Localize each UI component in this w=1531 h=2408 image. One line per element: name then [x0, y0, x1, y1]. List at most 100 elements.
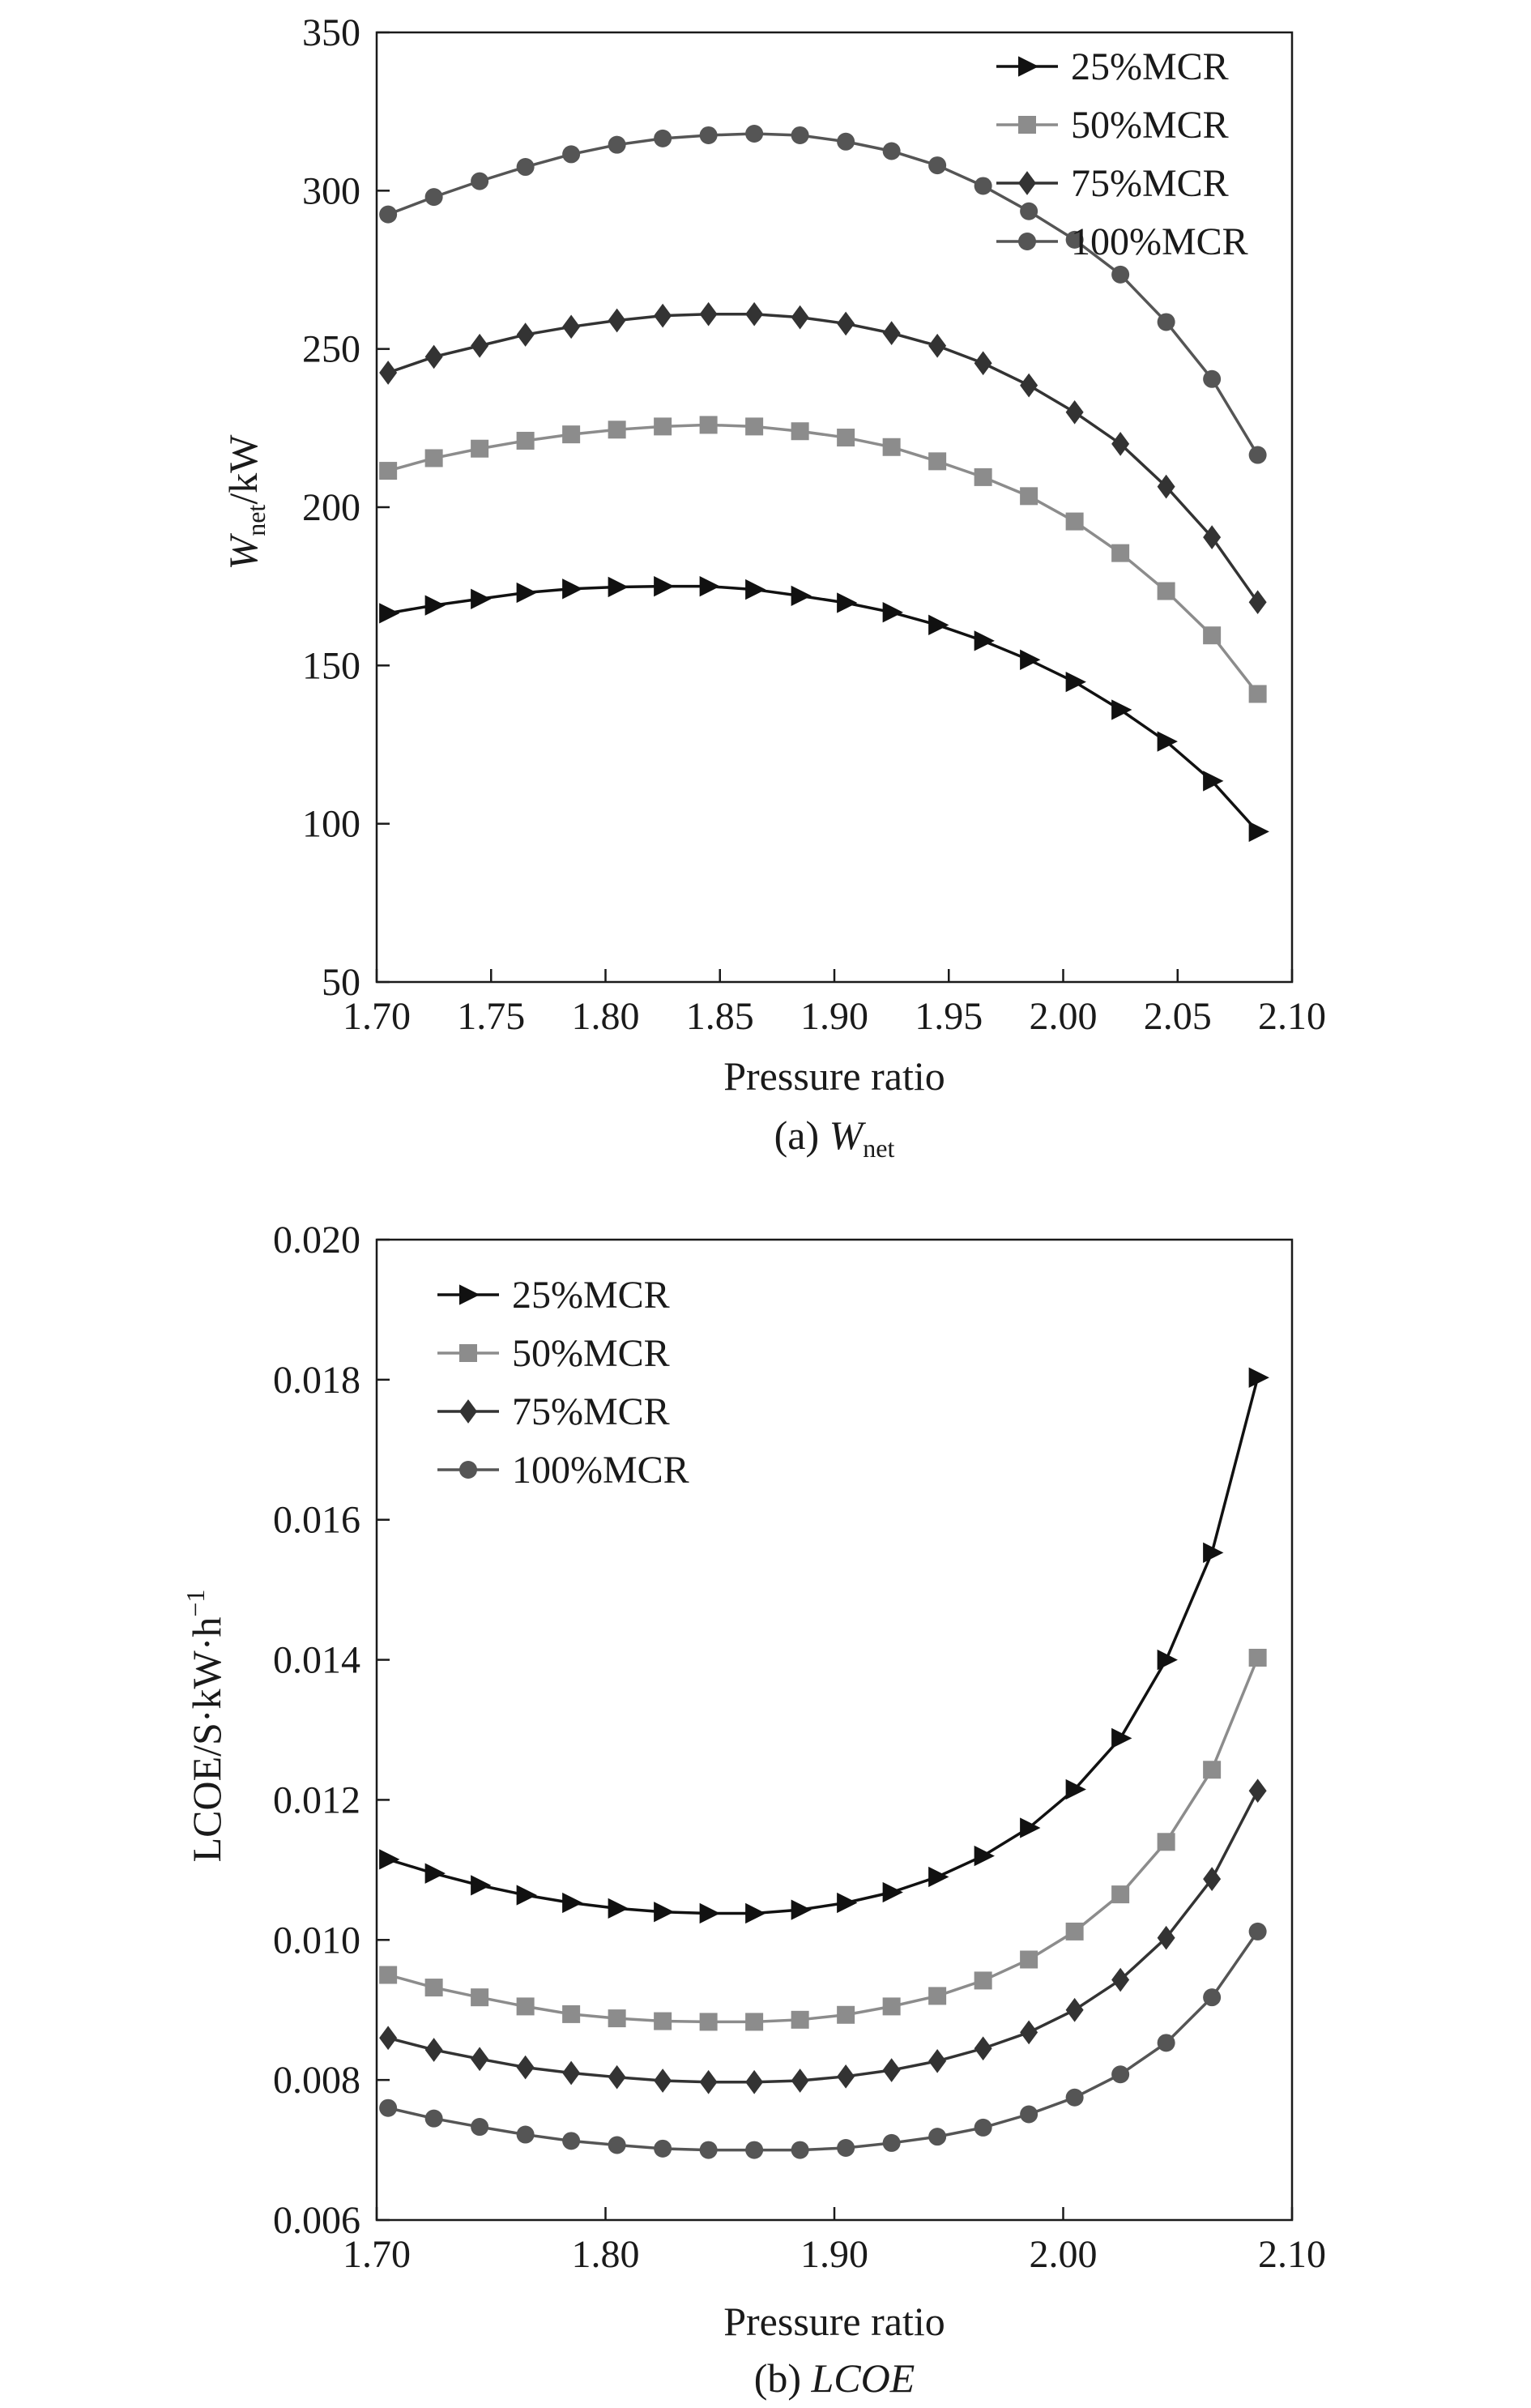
data-point-100-pct-mcr — [699, 2141, 718, 2159]
data-point-100-pct-mcr — [1248, 1922, 1267, 1940]
data-point-100-pct-mcr — [654, 2139, 672, 2158]
data-point-25-pct-mcr — [791, 585, 812, 607]
data-point-75-pct-mcr — [471, 333, 489, 358]
y-axis-title-lcoe: LCOE/S·kW·h−1 — [181, 1590, 229, 1863]
legend-label: 100%MCR — [512, 1449, 689, 1492]
data-point-25-pct-mcr — [1020, 1817, 1041, 1838]
data-point-25-pct-mcr — [974, 1845, 995, 1867]
data-point-25-pct-mcr — [791, 1899, 812, 1920]
series-layer-lcoe — [379, 1367, 1269, 2159]
data-point-100-pct-mcr — [424, 2109, 443, 2128]
data-point-50-pct-mcr — [654, 417, 672, 436]
y-axis-title-main: LCOE/S·kW·h — [184, 1617, 229, 1863]
data-point-50-pct-mcr — [1248, 685, 1267, 703]
data-point-25-pct-mcr — [654, 1902, 675, 1923]
data-point-75-pct-mcr — [699, 301, 718, 327]
legend-wnet: 25%MCR 50%MCR 75%MCR 100%MCR — [996, 45, 1248, 263]
data-point-25-pct-mcr — [654, 576, 675, 597]
data-point-50-pct-mcr — [974, 468, 992, 486]
caption-wnet: (a) Wnet — [774, 1112, 895, 1163]
data-point-50-pct-mcr — [654, 2012, 672, 2030]
data-point-50-pct-mcr — [379, 462, 398, 480]
y-axis-title-sub: net — [241, 505, 271, 536]
x-tick-label: 1.80 — [572, 995, 640, 1038]
caption-main: W — [829, 1112, 867, 1158]
data-point-25-pct-mcr — [745, 1902, 766, 1924]
legend-lcoe: 25%MCR 50%MCR 75%MCR 100%MCR — [437, 1274, 689, 1492]
y-tick-label: 0.014 — [273, 1639, 360, 1682]
data-point-50-pct-mcr — [1248, 1648, 1267, 1667]
data-point-75-pct-mcr — [608, 308, 626, 333]
legend-marker — [1018, 56, 1039, 77]
data-point-50-pct-mcr — [516, 1997, 535, 2016]
data-point-50-pct-mcr — [1111, 1885, 1130, 1904]
series-100-pct-mcr — [379, 125, 1267, 464]
series-layer-wnet — [379, 125, 1269, 843]
data-point-25-pct-mcr — [608, 576, 629, 598]
data-point-100-pct-mcr — [516, 2125, 535, 2144]
data-point-75-pct-mcr — [562, 2060, 581, 2086]
data-point-25-pct-mcr — [699, 576, 720, 597]
y-tick-label: 350 — [302, 11, 360, 54]
x-tick-label: 1.80 — [572, 2233, 640, 2276]
data-point-75-pct-mcr — [699, 2069, 718, 2094]
chart-lcoe: 1.70 1.80 1.90 2.00 2.10 0.006 0.008 0.010 0.01… — [181, 1219, 1326, 2401]
data-point-75-pct-mcr — [882, 321, 901, 345]
y-tick-label: 0.016 — [273, 1499, 360, 1542]
x-axis-lcoe: 1.70 1.80 1.90 2.00 2.10 — [343, 2207, 1326, 2276]
data-point-75-pct-mcr — [424, 344, 443, 369]
series-line-100-pct-mcr — [387, 1930, 1260, 2152]
legend-item-100-pct-mcr: 100%MCR — [996, 220, 1248, 263]
data-point-50-pct-mcr — [1020, 487, 1038, 506]
data-point-100-pct-mcr — [1020, 202, 1038, 220]
x-axis-title-lcoe: Pressure ratio — [723, 2299, 945, 2344]
legend-label: 75%MCR — [512, 1390, 670, 1433]
data-point-25-pct-mcr — [1203, 771, 1224, 792]
series-50-pct-mcr — [379, 1648, 1267, 2031]
y-tick-label: 100 — [302, 803, 360, 846]
data-point-75-pct-mcr — [791, 2069, 809, 2093]
x-tick-label: 2.10 — [1258, 995, 1326, 1038]
data-point-100-pct-mcr — [882, 2133, 901, 2152]
data-point-75-pct-mcr — [516, 322, 535, 347]
x-tick-label: 2.00 — [1030, 995, 1098, 1038]
data-point-50-pct-mcr — [424, 449, 443, 468]
data-point-75-pct-mcr — [1065, 1997, 1084, 2022]
data-point-50-pct-mcr — [882, 1997, 901, 2016]
y-tick-label: 0.006 — [273, 2199, 360, 2242]
data-point-100-pct-mcr — [516, 158, 535, 177]
data-point-75-pct-mcr — [791, 305, 809, 330]
data-point-75-pct-mcr — [1248, 1778, 1267, 1804]
data-point-50-pct-mcr — [471, 1988, 489, 2007]
data-point-75-pct-mcr — [928, 2048, 947, 2073]
data-point-100-pct-mcr — [1065, 2088, 1084, 2107]
data-point-25-pct-mcr — [1248, 821, 1269, 843]
data-point-75-pct-mcr — [471, 2047, 489, 2072]
legend-label: 25%MCR — [512, 1274, 670, 1317]
data-point-50-pct-mcr — [791, 2010, 809, 2029]
data-point-100-pct-mcr — [837, 2138, 855, 2157]
data-point-100-pct-mcr — [1203, 369, 1222, 388]
data-point-100-pct-mcr — [928, 2128, 947, 2146]
legend-item-50-pct-mcr: 50%MCR — [437, 1332, 670, 1375]
y-tick-label: 50 — [322, 961, 360, 1004]
y-axis-title-suffix: /kW — [220, 434, 266, 505]
data-point-50-pct-mcr — [1020, 1950, 1038, 1969]
legend-marker — [459, 1399, 477, 1424]
data-point-100-pct-mcr — [471, 2118, 489, 2137]
y-tick-label: 0.010 — [273, 1919, 360, 1962]
data-point-25-pct-mcr — [974, 630, 995, 651]
data-point-100-pct-mcr — [471, 172, 489, 190]
legend-label: 75%MCR — [1071, 162, 1229, 205]
data-point-100-pct-mcr — [379, 205, 398, 224]
data-point-75-pct-mcr — [1203, 1867, 1222, 1891]
data-point-50-pct-mcr — [699, 416, 718, 434]
data-point-50-pct-mcr — [1065, 1922, 1084, 1940]
legend-item-25-pct-mcr: 25%MCR — [437, 1274, 670, 1317]
legend-item-75-pct-mcr: 75%MCR — [996, 162, 1229, 205]
data-point-50-pct-mcr — [1157, 1833, 1175, 1851]
legend-marker — [1018, 233, 1036, 250]
data-point-25-pct-mcr — [379, 1849, 400, 1870]
data-point-75-pct-mcr — [974, 351, 992, 376]
data-point-75-pct-mcr — [1157, 1925, 1175, 1950]
